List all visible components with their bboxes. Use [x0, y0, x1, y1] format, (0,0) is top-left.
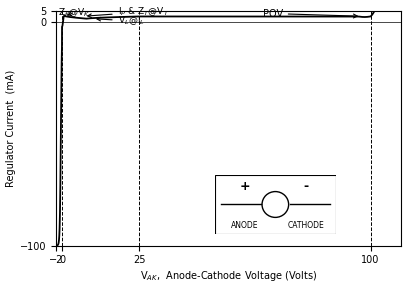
- Text: POV: POV: [263, 9, 357, 18]
- Text: V$_L$@I$_L$: V$_L$@I$_L$: [97, 14, 144, 27]
- Y-axis label: Regulator Current  (mA): Regulator Current (mA): [6, 70, 15, 187]
- Text: I$_P$ & Z$_T$@V$_T$: I$_P$ & Z$_T$@V$_T$: [88, 5, 169, 18]
- X-axis label: V$_{AK}$,  Anode-Cathode Voltage (Volts): V$_{AK}$, Anode-Cathode Voltage (Volts): [140, 269, 317, 284]
- Text: Z$_K$@V$_K$: Z$_K$@V$_K$: [59, 6, 91, 19]
